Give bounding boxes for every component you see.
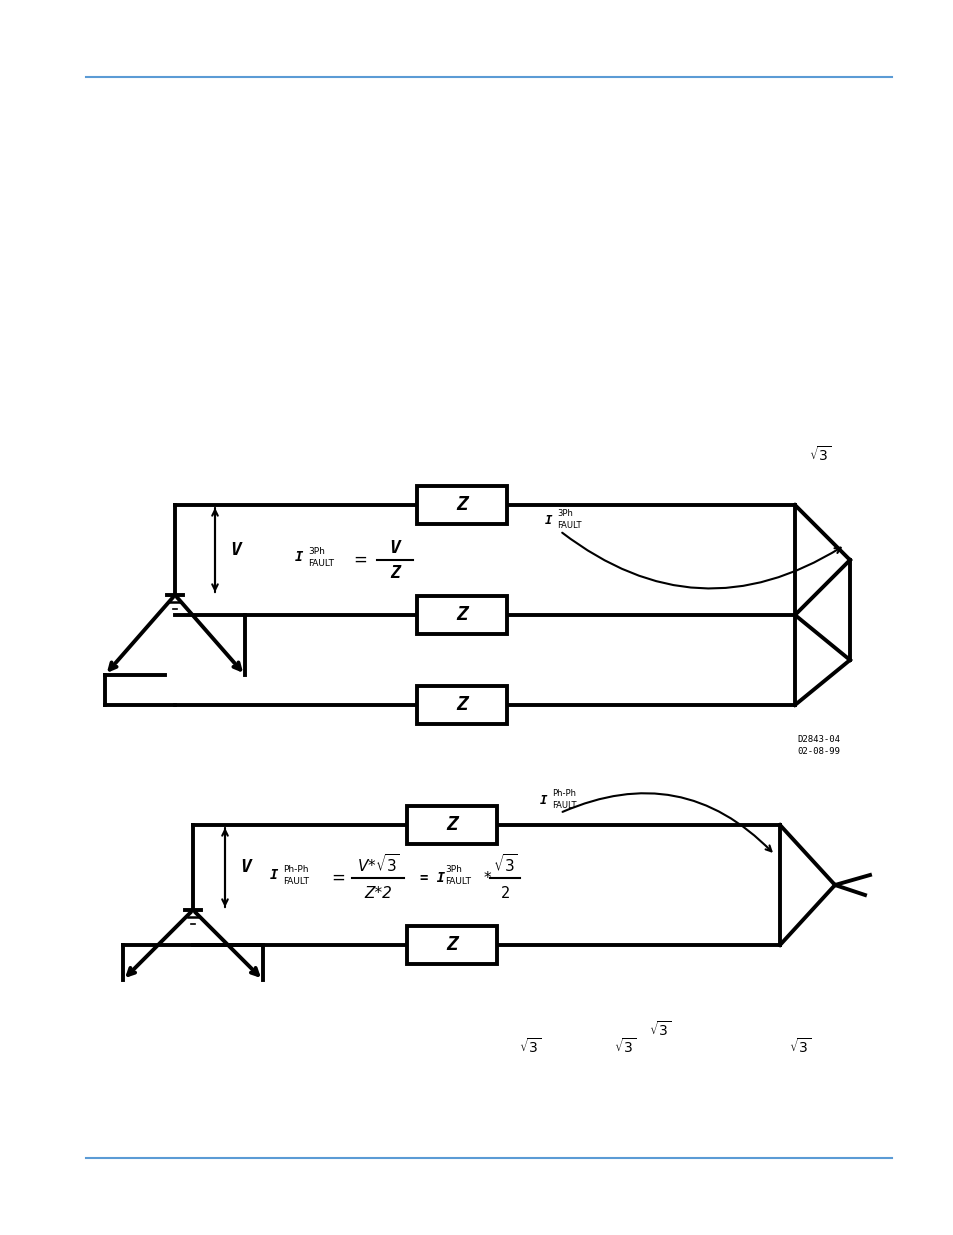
FancyBboxPatch shape (416, 685, 506, 724)
Text: V: V (230, 541, 240, 559)
Text: Ph-Ph: Ph-Ph (283, 864, 308, 873)
Text: I: I (294, 550, 303, 564)
Text: FAULT: FAULT (283, 878, 309, 887)
Text: Z: Z (446, 935, 457, 955)
Text: $\sqrt{3}$: $\sqrt{3}$ (648, 1020, 670, 1040)
Text: $\sqrt{3}$: $\sqrt{3}$ (614, 1037, 636, 1056)
Text: =: = (331, 869, 345, 887)
Text: Z*2: Z*2 (364, 887, 392, 902)
Text: D2843-04: D2843-04 (796, 735, 840, 743)
Text: FAULT: FAULT (557, 520, 581, 530)
Text: Z: Z (456, 605, 467, 625)
Text: $\sqrt{3}$: $\sqrt{3}$ (808, 446, 830, 464)
Text: I: I (544, 514, 552, 526)
Text: $\sqrt{3}$: $\sqrt{3}$ (788, 1037, 810, 1056)
Text: 3Ph: 3Ph (557, 510, 572, 519)
Text: = I: = I (419, 871, 445, 885)
Text: V: V (240, 858, 251, 877)
Text: I: I (270, 868, 278, 882)
Text: Z: Z (390, 564, 399, 582)
FancyBboxPatch shape (407, 926, 497, 965)
Text: I: I (539, 794, 547, 806)
FancyBboxPatch shape (407, 806, 497, 844)
Text: 02-08-99: 02-08-99 (796, 747, 840, 757)
Text: V*$\sqrt{3}$: V*$\sqrt{3}$ (356, 853, 399, 874)
Text: $\sqrt{3}$: $\sqrt{3}$ (518, 1037, 540, 1056)
FancyBboxPatch shape (416, 597, 506, 634)
Text: FAULT: FAULT (552, 800, 576, 809)
Text: Ph-Ph: Ph-Ph (552, 789, 576, 799)
Text: V: V (389, 538, 400, 557)
Text: Z: Z (456, 495, 467, 515)
Text: 2: 2 (500, 887, 509, 902)
Text: Z: Z (446, 815, 457, 835)
Text: Z: Z (456, 695, 467, 715)
Text: 3Ph: 3Ph (444, 866, 461, 874)
Text: 3Ph: 3Ph (308, 547, 325, 556)
Text: FAULT: FAULT (308, 559, 334, 568)
FancyBboxPatch shape (416, 487, 506, 524)
Text: FAULT: FAULT (444, 878, 471, 887)
Text: =: = (353, 551, 367, 569)
Text: $\sqrt{3}$: $\sqrt{3}$ (492, 853, 517, 874)
Text: *: * (483, 871, 491, 885)
